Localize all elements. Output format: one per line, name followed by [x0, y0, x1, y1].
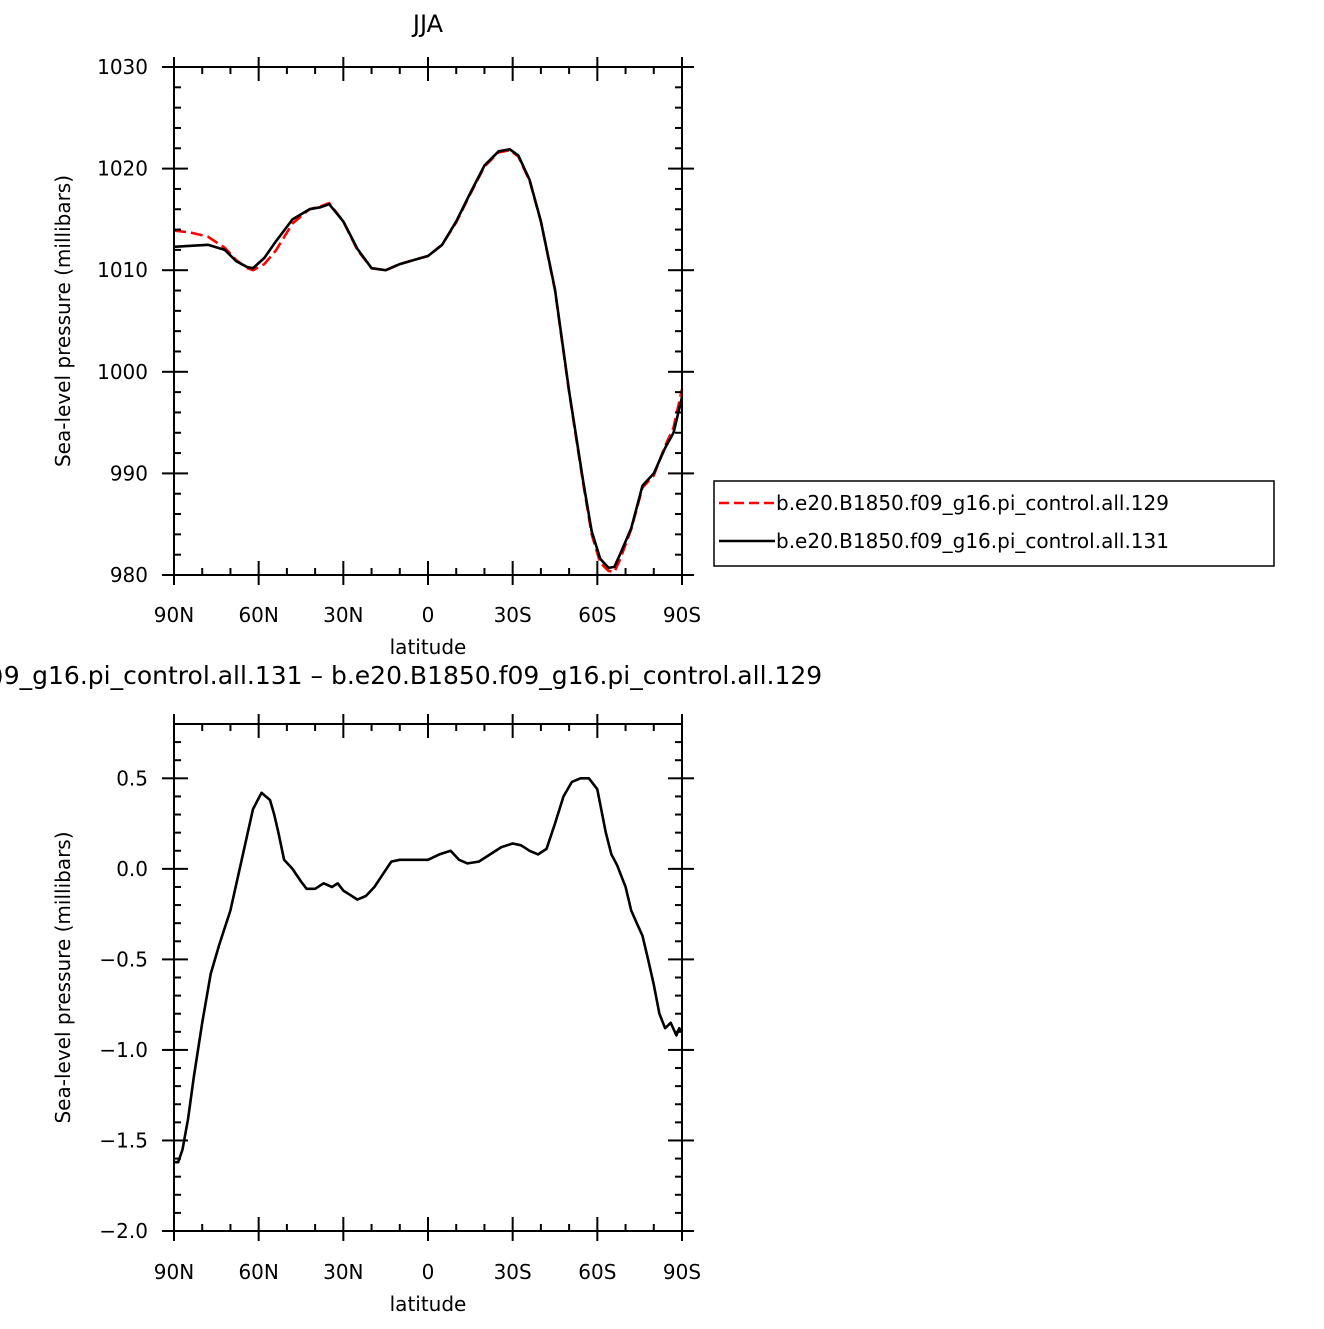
- x-tick-label: 30S: [494, 603, 532, 627]
- bottom-panel: 90N 60N 30N 0 30S 60S 90S −2.0 −1.5 −1.0 −0.5 0.0 0.…: [0, 661, 822, 1316]
- x-tick-label: 90S: [663, 603, 701, 627]
- x-tick-label: 30N: [323, 603, 363, 627]
- y-tick-label: −1.5: [99, 1128, 148, 1152]
- y-tick-label: 1030: [97, 55, 148, 79]
- x-tick-label: 0: [422, 603, 435, 627]
- legend-box: [713, 480, 1275, 567]
- legend-label-0: b.e20.B1850.f09_g16.pi_control.all.129: [776, 491, 1169, 515]
- x-tick-label: 90N: [154, 1260, 194, 1284]
- plot-title: JJA: [411, 10, 444, 38]
- y-axis-label: Sea-level pressure (millibars): [51, 175, 75, 467]
- series-line-0-1: [173, 148, 684, 570]
- y-tick-label: −0.5: [99, 947, 148, 971]
- plot-title: )9_g16.pi_control.all.131 – b.e20.B1850.…: [0, 661, 822, 690]
- x-tick-label: 90N: [154, 603, 194, 627]
- x-tick-label: 60S: [578, 1260, 616, 1284]
- x-tick-label: 30N: [323, 1260, 363, 1284]
- series-line-1-0: [174, 777, 684, 1164]
- series-line-0-0: [173, 149, 684, 574]
- x-tick-label: 60S: [578, 603, 616, 627]
- y-tick-label: 980: [110, 563, 148, 587]
- y-tick-label: −1.0: [99, 1038, 148, 1062]
- y-tick-label: 1000: [97, 360, 148, 384]
- x-tick-label: 60N: [238, 1260, 278, 1284]
- x-tick-label: 60N: [238, 603, 278, 627]
- x-tick-label: 0: [422, 1260, 435, 1284]
- y-tick-label: 1010: [97, 258, 148, 282]
- y-tick-label: 0.5: [116, 766, 148, 790]
- x-axis-label: latitude: [390, 635, 467, 659]
- x-tick-label: 30S: [494, 1260, 532, 1284]
- y-tick-label: 0.0: [116, 857, 148, 881]
- y-tick-label: 1020: [97, 157, 148, 181]
- plot-frame: [173, 66, 683, 576]
- y-tick-label: −2.0: [99, 1219, 148, 1243]
- legend: b.e20.B1850.f09_g16.pi_control.all.129 b.…: [713, 480, 1275, 567]
- y-tick-label: 990: [110, 461, 148, 485]
- top-panel: 90N 60N 30N 0 30S 60S 90S 980 990 1000 1010 1020 103…: [51, 10, 1275, 659]
- x-tick-label: 90S: [663, 1260, 701, 1284]
- y-axis-label: Sea-level pressure (millibars): [51, 831, 75, 1123]
- x-axis-label: latitude: [390, 1292, 467, 1316]
- plot-frame: [173, 723, 683, 1232]
- legend-label-1: b.e20.B1850.f09_g16.pi_control.all.131: [776, 529, 1169, 553]
